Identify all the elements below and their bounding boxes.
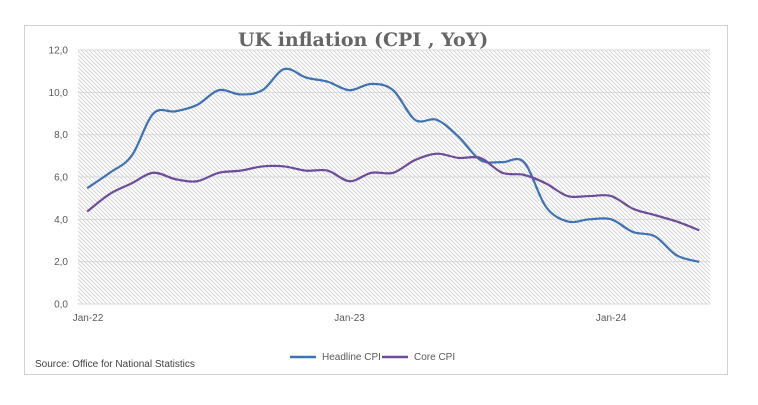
- y-tick-label: 6,0: [54, 173, 68, 184]
- x-tick-label: Jan-24: [596, 313, 627, 324]
- series-line-headline-cpi: [86, 67, 700, 263]
- x-axis: Jan-22 Jan-23 Jan-24: [73, 313, 627, 324]
- y-tick-label: 12,0: [49, 46, 69, 57]
- legend: Headline CPI Core CPI: [290, 352, 455, 363]
- chart-title: UK inflation (CPI , YoY): [238, 29, 488, 51]
- legend-label-headline-cpi: Headline CPI: [322, 352, 381, 363]
- y-tick-label: 4,0: [54, 215, 68, 226]
- y-tick-label: 2,0: [54, 257, 68, 268]
- x-tick-label: Jan-23: [334, 313, 365, 324]
- series-line-core-cpi: [86, 152, 700, 232]
- chart-svg: 0,02,04,06,08,010,012,0 Jan-22 Jan-23 Jan-…: [35, 29, 710, 370]
- x-tick-label: Jan-22: [73, 313, 104, 324]
- series-lines: [86, 67, 700, 263]
- y-tick-label: 8,0: [54, 130, 68, 141]
- y-tick-label: 10,0: [49, 88, 69, 99]
- y-axis: 0,0 2,0 4,0 6,0 8,0 10,0 12,0: [49, 46, 69, 311]
- legend-label-core-cpi: Core CPI: [414, 352, 455, 363]
- source-note: Source: Office for National Statistics: [35, 359, 195, 370]
- y-tick-label: 0,0: [54, 300, 68, 311]
- chart-frame: 0,0 2,0 4,0 6,0 8,0 10,0 12,0 Jan-22 Jan-23 Jan-…: [24, 25, 728, 375]
